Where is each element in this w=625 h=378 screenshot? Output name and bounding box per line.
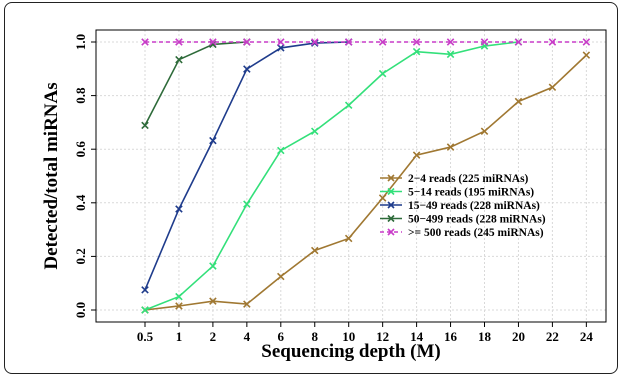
data-point-marker: [310, 127, 319, 136]
data-point-marker: [412, 38, 421, 46]
data-point-marker: [514, 38, 523, 46]
legend-marker: [387, 187, 395, 196]
figure-frame: [4, 2, 618, 374]
legend-label: 15−49 reads (228 miRNAs): [408, 200, 540, 212]
legend-label: 50−499 reads (228 miRNAs): [408, 214, 546, 226]
x-tick-label: 16: [444, 329, 458, 344]
y-tick-label: 0.6: [73, 141, 88, 158]
y-tick-label: 0.0: [73, 302, 88, 318]
legend-marker: [387, 174, 395, 182]
x-tick-label: 14: [410, 329, 424, 344]
y-axis-title: Detected/total miRNAs: [41, 82, 62, 269]
x-tick-label: 4: [244, 329, 251, 344]
data-point-marker: [412, 151, 421, 159]
data-point-marker: [175, 302, 183, 310]
data-point-marker: [175, 292, 183, 301]
x-tick-label: 10: [342, 329, 355, 344]
legend-label: >= 500 reads (245 miRNAs): [408, 227, 544, 239]
x-tick-label: 22: [546, 329, 559, 344]
data-point-marker: [141, 306, 149, 314]
data-point-marker: [141, 121, 149, 130]
legend-label: 2−4 reads (225 miRNAs): [408, 173, 529, 185]
x-tick-label: 24: [580, 329, 594, 344]
data-point-marker: [209, 38, 217, 46]
series-line-1: [144, 54, 587, 311]
data-point-marker: [243, 65, 251, 73]
x-tick-label: 8: [312, 329, 319, 344]
series-line-2: [144, 41, 519, 311]
data-point-marker: [175, 205, 183, 213]
x-tick-label: 1: [176, 329, 183, 344]
legend-marker: [387, 228, 395, 236]
data-point-marker: [175, 55, 183, 64]
data-point-marker: [277, 44, 285, 52]
y-tick-label: 0.8: [73, 87, 88, 104]
legend-marker: [387, 214, 395, 223]
data-point-marker: [141, 38, 149, 46]
data-point-marker: [446, 38, 455, 46]
data-point-marker: [412, 47, 421, 56]
series-line-4: [144, 41, 247, 126]
data-point-marker: [277, 38, 285, 46]
plot-area: [95, 29, 607, 323]
data-point-marker: [480, 38, 489, 46]
y-tick-label: 0.2: [73, 248, 88, 264]
y-tick-label: 0.4: [73, 194, 88, 211]
data-point-marker: [344, 38, 353, 46]
data-point-marker: [548, 83, 557, 92]
x-tick-label: 0.5: [137, 329, 154, 344]
data-point-marker: [446, 143, 455, 151]
data-point-marker: [243, 200, 251, 208]
data-point-marker: [480, 127, 489, 136]
data-point-marker: [209, 297, 217, 305]
data-point-marker: [277, 272, 285, 281]
x-axis-title: Sequencing depth (M): [261, 341, 440, 362]
data-point-marker: [582, 38, 591, 46]
legend-label: 5−14 reads (195 miRNAs): [408, 187, 534, 199]
data-point-marker: [582, 51, 591, 59]
grid-lines: [96, 30, 606, 322]
legend: 2−4 reads (225 miRNAs) 5−14 reads (195 mi…: [380, 173, 546, 239]
data-point-marker: [243, 300, 251, 308]
legend-marker: [387, 201, 395, 209]
series-layer: [141, 38, 591, 314]
y-tick-label: 1.0: [73, 34, 88, 50]
data-point-marker: [378, 69, 387, 78]
data-point-marker: [310, 246, 319, 255]
x-tick-label: 2: [210, 329, 217, 344]
data-point-marker: [378, 38, 387, 46]
x-tick-label: 12: [376, 329, 389, 344]
x-tick-label: 18: [478, 329, 492, 344]
data-point-marker: [243, 38, 251, 46]
data-point-marker: [277, 146, 285, 155]
axis-ticks: 0.5 1 2 4 6 8 10 12 14 16 18 20 22 240.00.20.40.60.81…: [73, 34, 593, 344]
x-tick-label: 20: [512, 329, 525, 344]
data-point-marker: [344, 234, 353, 243]
data-point-marker: [378, 194, 387, 202]
data-point-marker: [446, 50, 455, 59]
data-point-marker: [344, 101, 353, 110]
data-point-marker: [141, 286, 149, 294]
data-point-marker: [310, 38, 319, 46]
data-point-marker: [209, 262, 217, 270]
x-tick-label: 6: [278, 329, 285, 344]
data-point-marker: [209, 136, 217, 145]
data-point-marker: [548, 38, 557, 46]
data-point-marker: [514, 97, 523, 106]
data-point-marker: [175, 38, 183, 46]
